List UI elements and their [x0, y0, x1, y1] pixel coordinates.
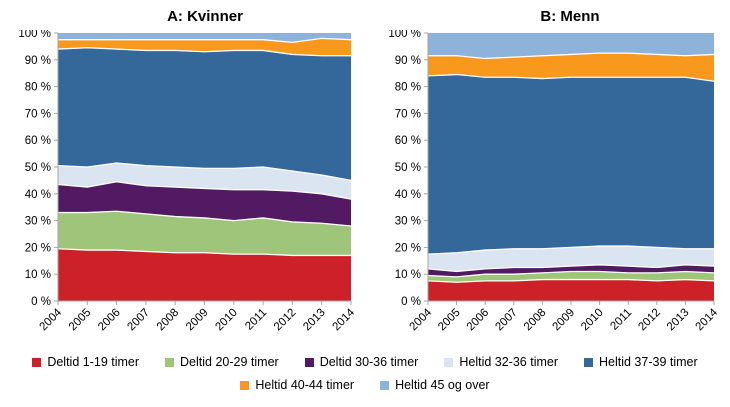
- y-tick-label: 100 %: [388, 30, 421, 40]
- y-tick-label: 80 %: [25, 82, 51, 94]
- legend: Deltid 1-19 timer Deltid 20-29 timer Delti…: [0, 343, 730, 392]
- area-heltid-45-og-over: [58, 33, 351, 43]
- y-tick-label: 0 %: [31, 296, 51, 308]
- x-tick-label: 2012: [272, 307, 299, 334]
- x-tick-label: 2014: [331, 306, 358, 333]
- legend-swatch-deltid-20-29-timer: [165, 357, 175, 367]
- series-separator: [427, 264, 715, 273]
- series-separator: [427, 270, 715, 278]
- area-heltid-40-44-timer: [58, 38, 351, 56]
- area-deltid-1-19-timer: [428, 279, 714, 301]
- area-heltid-40-44-timer: [428, 53, 714, 82]
- series-separator: [427, 245, 714, 255]
- y-tick-label: 60 %: [395, 135, 421, 147]
- chart-title-menn: B: Menn: [540, 8, 600, 25]
- series-separator: [57, 47, 351, 57]
- y-tick-label: 70 %: [25, 108, 51, 120]
- series-separator: [58, 210, 352, 227]
- plot-menn: 0 % 10 % 20 % 30 % 40 % 50 % 60 % 70 % 80 % 90 % 1…: [388, 30, 721, 334]
- x-tick-label: 2005: [436, 307, 463, 334]
- x-tick-label: 2005: [67, 307, 94, 334]
- legend-row-1: Deltid 1-19 timer Deltid 20-29 timer Delti…: [0, 355, 730, 369]
- chart-menn: B: Menn 0 % 10 % 20 % 30 % 40 % 50 % 60 % 70 % 8…: [365, 0, 730, 343]
- chart-title-kvinner: A: Kvinner: [167, 8, 243, 25]
- series-separator: [428, 52, 715, 60]
- legend-item-heltid-45-og-over: Heltid 45 og over: [380, 378, 490, 392]
- x-tick-label: 2004: [408, 306, 435, 333]
- legend-item-heltid-32-36-timer: Heltid 32-36 timer: [444, 355, 558, 369]
- y-tick-label: 30 %: [25, 216, 51, 228]
- series-separator: [58, 37, 352, 44]
- x-tick-label: 2007: [125, 307, 152, 334]
- x-tick-label: 2012: [636, 307, 663, 334]
- area-heltid-45-og-over: [428, 33, 714, 59]
- series-separator: [57, 162, 352, 182]
- series-separator: [427, 278, 715, 283]
- y-tick-label: 90 %: [395, 55, 421, 67]
- x-tick-label: 2013: [301, 307, 328, 334]
- legend-item-deltid-1-19-timer: Deltid 1-19 timer: [32, 355, 139, 369]
- legend-label-deltid-20-29-timer: Deltid 20-29 timer: [180, 355, 279, 369]
- x-tick-label: 2013: [665, 307, 692, 334]
- y-tick-label: 20 %: [25, 242, 51, 254]
- x-tick-label: 2008: [155, 307, 182, 334]
- x-tick-label: 2007: [493, 307, 520, 334]
- plot-kvinner: 0 % 10 % 20 % 30 % 40 % 50 % 60 % 70 % 80 % 90 % 1…: [18, 30, 358, 334]
- legend-swatch-heltid-40-44-timer: [240, 380, 250, 390]
- y-tick-label: 90 %: [25, 55, 51, 67]
- legend-swatch-deltid-1-19-timer: [32, 357, 42, 367]
- y-tick-label: 30 %: [395, 216, 421, 228]
- y-tick-label: 10 %: [25, 269, 51, 281]
- y-tick-label: 40 %: [395, 189, 421, 201]
- x-tick-label: 2006: [96, 307, 123, 334]
- y-tick-label: 70 %: [395, 108, 421, 120]
- area-deltid-1-19-timer: [58, 248, 351, 301]
- charts-row: A: Kvinner 0 % 10 % 20 % 30 % 40 % 50 % 60 % 70…: [0, 0, 730, 343]
- series-separator: [427, 73, 715, 82]
- x-tick-label: 2014: [694, 306, 721, 333]
- legend-label-deltid-30-36-timer: Deltid 30-36 timer: [319, 355, 419, 369]
- y-tick-label: 60 %: [25, 135, 51, 147]
- y-tick-label: 100 %: [18, 30, 51, 40]
- legend-item-deltid-20-29-timer: Deltid 20-29 timer: [165, 355, 279, 369]
- legend-label-heltid-40-44-timer: Heltid 40-44 timer: [255, 378, 355, 392]
- legend-label-deltid-1-19-timer: Deltid 1-19 timer: [47, 355, 140, 369]
- x-tick-label: 2009: [184, 307, 211, 334]
- legend-swatch-heltid-45-og-over: [380, 380, 390, 390]
- x-tick-label: 2009: [551, 307, 578, 334]
- y-tick-label: 40 %: [25, 189, 51, 201]
- x-tick-label: 2010: [579, 307, 606, 334]
- x-tick-label: 2010: [213, 307, 240, 334]
- area-heltid-37-39-timer: [428, 74, 714, 255]
- y-tick-label: 50 %: [395, 162, 421, 174]
- x-tick-label: 2008: [522, 307, 549, 334]
- area-deltid-30-36-timer: [58, 181, 351, 226]
- area-heltid-32-36-timer: [428, 246, 714, 272]
- x-tick-label: 2006: [465, 307, 492, 334]
- area-heltid-37-39-timer: [58, 47, 351, 181]
- legend-row-2: Heltid 40-44 timer Heltid 45 og over: [0, 378, 730, 392]
- legend-label-heltid-37-39-timer: Heltid 37-39 timer: [599, 355, 698, 369]
- legend-swatch-heltid-37-39-timer: [584, 357, 593, 367]
- y-tick-label: 10 %: [395, 269, 421, 281]
- y-tick-label: 50 %: [25, 162, 51, 174]
- x-tick-label: 2004: [38, 306, 65, 333]
- legend-label-heltid-45-og-over: Heltid 45 og over: [395, 378, 490, 392]
- legend-swatch-heltid-32-36-timer: [444, 357, 454, 367]
- legend-label-heltid-32-36-timer: Heltid 32-36 timer: [459, 355, 558, 369]
- legend-swatch-deltid-30-36-timer: [304, 357, 314, 367]
- x-tick-label: 2011: [608, 307, 634, 333]
- y-tick-label: 80 %: [395, 82, 421, 94]
- chart-kvinner: A: Kvinner 0 % 10 % 20 % 30 % 40 % 50 % 60 % 70…: [0, 0, 365, 343]
- x-tick-label: 2011: [243, 307, 269, 333]
- y-tick-label: 20 %: [395, 242, 421, 254]
- legend-item-heltid-40-44-timer: Heltid 40-44 timer: [240, 378, 354, 392]
- legend-item-deltid-30-36-timer: Deltid 30-36 timer: [304, 355, 419, 369]
- y-tick-label: 0 %: [401, 296, 421, 308]
- series-separator: [57, 248, 351, 257]
- area-deltid-20-29-timer: [58, 211, 351, 256]
- series-separator: [57, 181, 352, 200]
- legend-item-heltid-37-39-timer: Heltid 37-39 timer: [584, 355, 698, 369]
